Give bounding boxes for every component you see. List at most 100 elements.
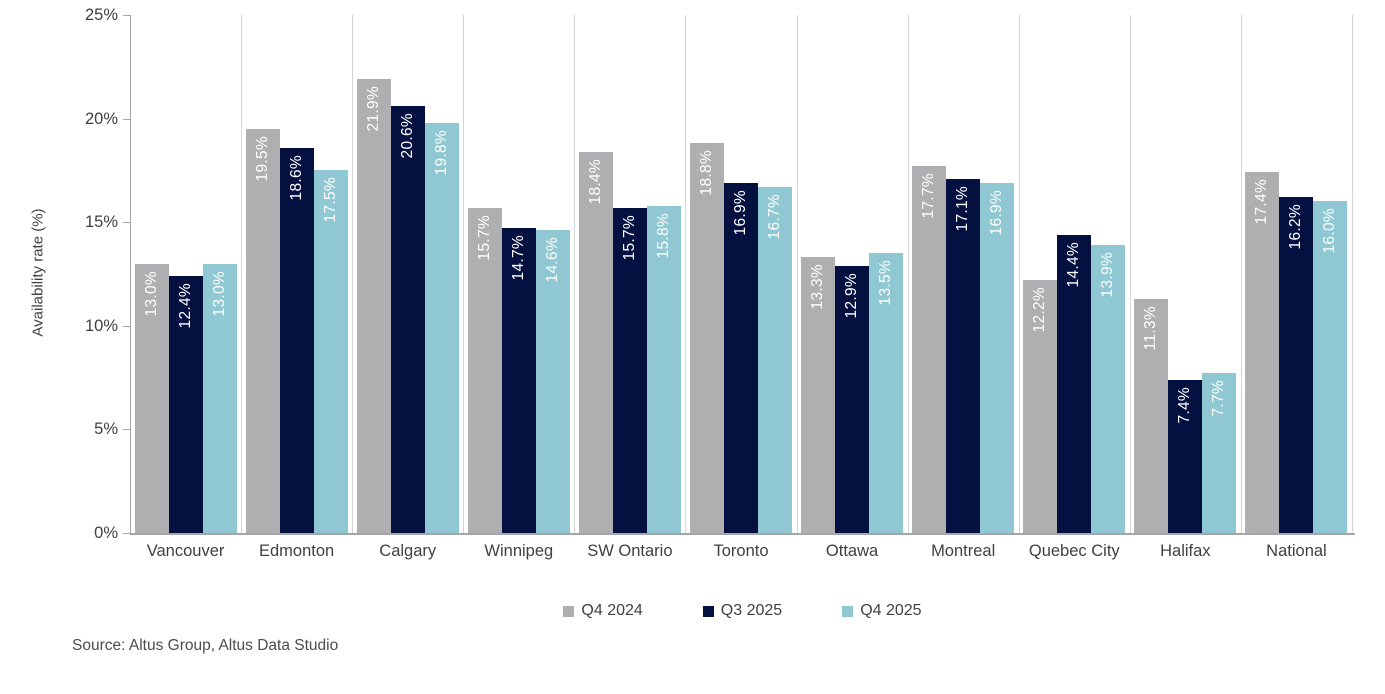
bar-value-label: 15.8%	[654, 212, 672, 259]
y-tick-label: 15%	[84, 213, 118, 232]
bar-value-label: 14.6%	[543, 237, 561, 283]
bar-halifax-q4-2024: 11.3%	[1134, 298, 1169, 533]
x-axis-label-sw-ontario: SW Ontario	[587, 542, 673, 560]
y-tick-label: 5%	[94, 420, 118, 439]
bar-value-label: 13.0%	[142, 270, 160, 317]
bar-ottawa-q4-2024: 13.3%	[801, 257, 836, 533]
y-tick-mark	[123, 429, 130, 431]
gridline	[1018, 15, 1020, 533]
gridline	[1240, 15, 1242, 533]
bar-edmonton-q4-2025: 17.5%	[313, 170, 348, 533]
bar-value-label: 12.2%	[1031, 287, 1049, 333]
x-axis-label-winnipeg: Winnipeg	[484, 542, 554, 560]
bar-value-label: 13.9%	[1099, 251, 1117, 298]
x-axis-label-quebec-city: Quebec City	[1028, 542, 1120, 560]
bar-edmonton-q3-2025: 18.6%	[279, 147, 314, 533]
legend-label: Q3 2025	[720, 602, 783, 619]
gridline	[463, 15, 465, 533]
y-tick-label: 20%	[84, 109, 118, 128]
bar-value-label: 21.9%	[364, 86, 382, 132]
legend-item-q3-2025: Q3 2025	[702, 602, 783, 620]
gridline	[907, 15, 909, 533]
bar-value-label: 7.4%	[1176, 386, 1194, 424]
bar-national-q4-2024: 17.4%	[1245, 172, 1280, 533]
bar-value-label: 16.2%	[1287, 204, 1305, 250]
bar-calgary-q3-2025: 20.6%	[390, 106, 425, 533]
x-axis-label-national: National	[1266, 542, 1327, 560]
bar-value-label: 13.5%	[877, 260, 895, 306]
gridline	[1352, 15, 1353, 533]
bar-value-label: 17.4%	[1253, 179, 1271, 225]
legend: Q4 2024 Q3 2025 Q4 2025	[130, 602, 1355, 620]
bar-sw-ontario-q4-2025: 15.8%	[646, 205, 681, 533]
y-tick-mark	[123, 325, 130, 327]
bar-calgary-q4-2024: 21.9%	[356, 79, 391, 533]
bar-vancouver-q3-2025: 12.4%	[168, 276, 203, 533]
x-axis-label-edmonton: Edmonton	[259, 542, 335, 560]
bar-quebec-city-q4-2024: 12.2%	[1023, 280, 1058, 533]
y-tick-mark	[123, 118, 130, 120]
bar-value-label: 17.7%	[920, 173, 938, 219]
bar-national-q4-2025: 16.0%	[1313, 201, 1348, 533]
bar-value-label: 17.1%	[954, 185, 972, 232]
bar-montreal-q3-2025: 17.1%	[946, 178, 981, 533]
bar-value-label: 19.5%	[253, 135, 271, 182]
bar-value-label: 15.7%	[620, 214, 638, 261]
bar-value-label: 17.5%	[321, 177, 339, 223]
y-tick-mark	[123, 222, 130, 224]
legend-swatch-q4-2024	[563, 605, 575, 617]
bar-toronto-q4-2024: 18.8%	[690, 143, 724, 533]
y-tick-label: 0%	[94, 524, 118, 542]
y-tick-label: 25%	[84, 6, 118, 24]
y-tick-mark	[123, 15, 130, 16]
bar-montreal-q4-2025: 16.9%	[980, 182, 1015, 533]
x-axis-label-halifax: Halifax	[1160, 542, 1211, 560]
x-axis-label-vancouver: Vancouver	[146, 542, 225, 560]
y-tick-mark	[123, 533, 130, 534]
bar-ottawa-q4-2025: 13.5%	[869, 253, 904, 533]
legend-label: Q4 2024	[581, 602, 643, 619]
bar-vancouver-q4-2025: 13.0%	[202, 263, 237, 533]
bar-national-q3-2025: 16.2%	[1279, 197, 1314, 533]
bar-value-label: 18.6%	[287, 154, 305, 201]
bar-quebec-city-q3-2025: 14.4%	[1057, 234, 1092, 533]
bar-value-label: 13.0%	[210, 270, 228, 317]
bar-value-label: 16.9%	[732, 189, 749, 236]
y-axis-title: Availability rate (%)	[29, 208, 47, 337]
bar-sw-ontario-q4-2024: 18.4%	[578, 151, 613, 533]
bar-value-label: 18.8%	[698, 150, 715, 196]
bar-edmonton-q4-2024: 19.5%	[245, 128, 280, 533]
bar-value-label: 7.7%	[1210, 380, 1228, 417]
legend-item-q4-2024: Q4 2024	[563, 602, 643, 620]
gridline	[1129, 15, 1131, 533]
bar-ottawa-q3-2025: 12.9%	[835, 265, 870, 533]
y-axis-line	[130, 15, 131, 534]
legend-swatch-q4-2025	[842, 605, 854, 617]
bar-winnipeg-q3-2025: 14.7%	[501, 228, 536, 533]
x-axis-label-ottawa: Ottawa	[825, 542, 879, 560]
bar-value-label: 12.4%	[176, 283, 194, 329]
gridline	[796, 15, 798, 533]
bar-value-label: 14.7%	[509, 235, 527, 281]
gridline	[685, 15, 687, 533]
legend-item-q4-2025: Q4 2025	[842, 602, 922, 620]
bar-value-label: 16.9%	[988, 189, 1006, 236]
gridline	[352, 15, 354, 533]
x-axis-label-montreal: Montreal	[931, 542, 996, 560]
bar-halifax-q4-2025: 7.7%	[1202, 373, 1237, 533]
y-tick-label: 10%	[84, 316, 118, 335]
gridline	[241, 15, 243, 533]
bar-value-label: 13.3%	[809, 264, 827, 310]
legend-label: Q4 2025	[860, 602, 922, 619]
bar-toronto-q4-2025: 16.7%	[758, 186, 792, 533]
bar-value-label: 18.4%	[586, 158, 604, 205]
bar-halifax-q3-2025: 7.4%	[1168, 379, 1203, 533]
bar-value-label: 16.7%	[766, 193, 783, 240]
bar-value-label: 16.0%	[1321, 208, 1339, 254]
x-axis-line	[130, 533, 1355, 535]
bar-winnipeg-q4-2025: 14.6%	[535, 230, 570, 533]
bar-toronto-q3-2025: 16.9%	[724, 182, 758, 533]
bar-value-label: 20.6%	[398, 113, 416, 159]
bar-value-label: 15.7%	[475, 214, 493, 261]
